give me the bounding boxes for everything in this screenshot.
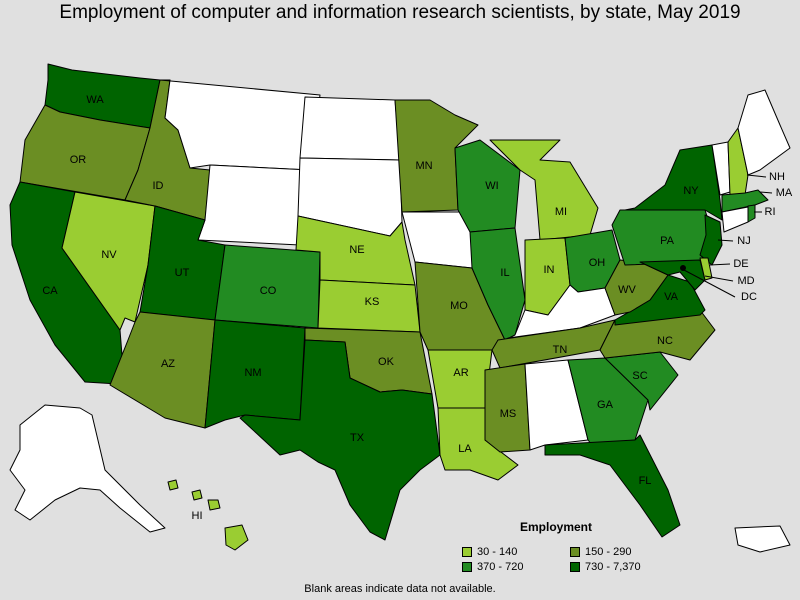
state-labels: WA OR CA NV ID UT AZ NM CO TX OK KS NE M…: [42, 94, 793, 522]
state-AZ: [109, 311, 216, 429]
label-SC: SC: [632, 370, 647, 382]
label-MD: MD: [737, 275, 754, 287]
legend-title: Employment: [520, 520, 593, 534]
state-AR: [427, 349, 493, 409]
label-NY: NY: [683, 185, 699, 197]
label-NC: NC: [657, 335, 673, 347]
state-FL: [544, 434, 681, 538]
state-CT: [721, 206, 749, 233]
legend-label-1: 30 - 140: [477, 546, 518, 558]
label-NM: NM: [244, 367, 261, 379]
legend-swatch-2: [570, 547, 580, 557]
label-ID: ID: [153, 180, 164, 192]
label-MA: MA: [776, 187, 793, 199]
footnote: Blank areas indicate data not available.: [304, 583, 496, 595]
label-NH: NH: [769, 171, 785, 183]
label-TN: TN: [553, 344, 568, 356]
legend-label-2: 150 - 290: [585, 546, 632, 558]
label-OR: OR: [70, 154, 87, 166]
label-UT: UT: [175, 267, 190, 279]
state-AK: [9, 404, 166, 533]
state-PR: [734, 525, 791, 553]
label-RI: RI: [765, 206, 776, 218]
label-MO: MO: [450, 300, 468, 312]
state-DE: [699, 257, 713, 281]
state-ND: [299, 96, 401, 161]
state-WY: [197, 164, 311, 246]
label-CO: CO: [260, 285, 277, 297]
label-MI: MI: [555, 206, 567, 218]
label-LA: LA: [458, 443, 472, 455]
legend-swatch-1: [462, 547, 472, 557]
label-TX: TX: [350, 432, 365, 444]
label-leader-lines: [683, 174, 773, 298]
legend: Employment 30 - 140 150 - 290 370 - 720 …: [462, 520, 662, 580]
state-NY: [624, 144, 723, 221]
label-KS: KS: [365, 296, 380, 308]
label-IN: IN: [544, 264, 555, 276]
label-OH: OH: [589, 257, 606, 269]
legend-swatch-4: [570, 562, 580, 572]
legend-label-4: 730 - 7,370: [585, 561, 641, 573]
state-HI: [167, 479, 249, 551]
label-WA: WA: [86, 94, 104, 106]
label-DE: DE: [733, 258, 748, 270]
label-HI: HI: [192, 510, 203, 522]
legend-item-4: 730 - 7,370: [570, 561, 641, 573]
label-GA: GA: [597, 399, 614, 411]
label-NE: NE: [349, 244, 364, 256]
label-AR: AR: [453, 367, 468, 379]
label-NV: NV: [101, 249, 117, 261]
state-NH: [727, 127, 749, 196]
label-VA: VA: [664, 291, 679, 303]
label-FL: FL: [639, 475, 652, 487]
legend-swatch-3: [462, 562, 472, 572]
label-OK: OK: [378, 356, 395, 368]
label-NJ: NJ: [737, 235, 750, 247]
state-TX: [239, 339, 441, 541]
label-WV: WV: [618, 284, 636, 296]
legend-item-3: 370 - 720: [462, 561, 523, 573]
label-PA: PA: [660, 235, 675, 247]
label-CA: CA: [42, 285, 58, 297]
state-DC: [680, 265, 686, 271]
label-DC: DC: [741, 291, 757, 303]
map-title: Employment of computer and information r…: [59, 2, 741, 23]
legend-item-1: 30 - 140: [462, 546, 517, 558]
legend-item-2: 150 - 290: [570, 546, 631, 558]
label-IL: IL: [500, 267, 509, 279]
label-WI: WI: [485, 180, 498, 192]
state-MI: [489, 139, 599, 241]
state-ME: [737, 89, 791, 176]
label-MN: MN: [415, 160, 432, 172]
state-RI: [747, 204, 756, 223]
label-MS: MS: [500, 408, 517, 420]
label-AZ: AZ: [161, 358, 175, 370]
legend-label-3: 370 - 720: [477, 561, 524, 573]
state-AL: [524, 359, 589, 451]
